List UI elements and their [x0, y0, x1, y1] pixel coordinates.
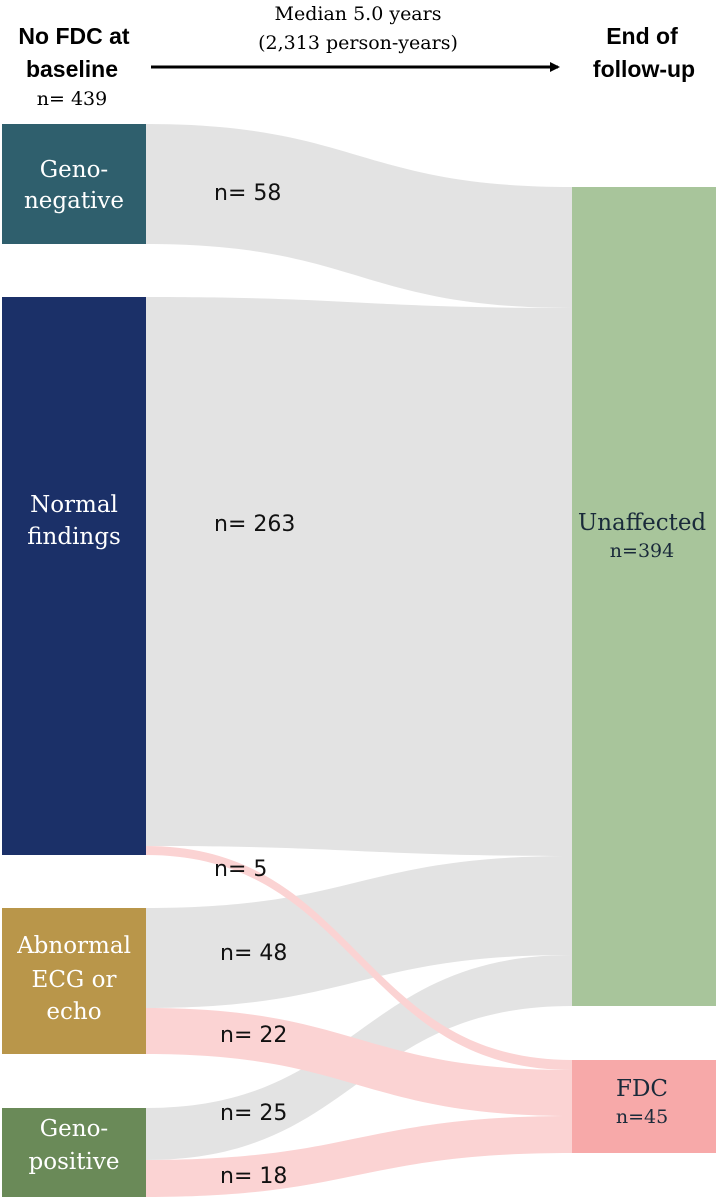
node-fdc-label: FDC [616, 1076, 668, 1102]
node-normal-findings-label1: Normal [30, 492, 118, 518]
flow-label-geno-positive-fdc: n= 18 [220, 1164, 287, 1189]
left-header-line2: baseline [26, 56, 118, 82]
flow-abnormal-to-unaffected [146, 856, 572, 1008]
flow-label-abnormal-fdc: n= 22 [220, 1023, 287, 1048]
node-geno-positive-label1: Geno- [40, 1116, 108, 1142]
node-geno-negative-label2: negative [24, 188, 124, 214]
node-abnormal-ecg-echo [2, 908, 146, 1054]
node-geno-positive-label2: positive [29, 1149, 120, 1175]
node-normal-findings [2, 297, 146, 855]
flow-label-normal-unaffected: n= 263 [214, 512, 295, 537]
flow-normal-to-unaffected [146, 297, 572, 856]
flow-label-geno-positive-unaffected: n= 25 [220, 1101, 287, 1126]
node-geno-negative-label1: Geno- [40, 157, 108, 183]
node-unaffected [572, 187, 716, 1006]
node-geno-negative [2, 124, 146, 244]
right-header-line2: follow-up [593, 56, 695, 82]
node-unaffected-count: n=394 [610, 540, 674, 562]
node-fdc [572, 1060, 716, 1153]
left-header-count: n= 439 [37, 88, 107, 110]
flow-normal-to-fdc [146, 846, 572, 1070]
flow-label-geno-negative-unaffected: n= 58 [214, 181, 281, 206]
node-normal-findings-label2: findings [27, 524, 121, 550]
node-abnormal-label1: Abnormal [16, 933, 131, 959]
node-unaffected-label: Unaffected [578, 510, 707, 536]
node-geno-positive [2, 1108, 146, 1197]
flow-geno-negative-to-unaffected [146, 124, 572, 308]
median-followup-line2: (2,313 person-years) [258, 32, 458, 54]
node-fdc-count: n=45 [616, 1106, 668, 1128]
node-abnormal-label2: ECG or [32, 967, 117, 993]
flow-label-abnormal-unaffected: n= 48 [220, 941, 287, 966]
left-header-line1: No FDC at [18, 23, 130, 49]
node-abnormal-label3: echo [46, 999, 101, 1025]
right-header-line1: End of [606, 23, 678, 49]
median-followup-line1: Median 5.0 years [275, 3, 442, 25]
flow-geno-positive-to-fdc [146, 1116, 572, 1197]
flow-label-normal-fdc: n= 5 [214, 857, 267, 882]
flow-abnormal-to-fdc [146, 1008, 572, 1116]
